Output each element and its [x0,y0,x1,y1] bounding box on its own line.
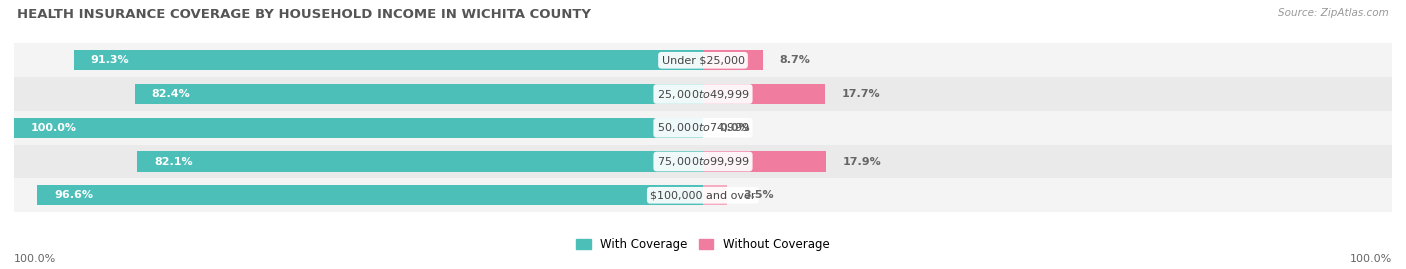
Bar [703,185,727,206]
Bar [14,111,1392,145]
Bar [703,151,827,172]
Bar [703,84,825,104]
Text: 82.1%: 82.1% [153,157,193,167]
Bar [14,118,703,138]
Text: 82.4%: 82.4% [152,89,191,99]
Bar [14,145,1392,178]
Text: Source: ZipAtlas.com: Source: ZipAtlas.com [1278,8,1389,18]
Bar [14,43,1392,77]
Text: 100.0%: 100.0% [1350,254,1392,264]
Text: HEALTH INSURANCE COVERAGE BY HOUSEHOLD INCOME IN WICHITA COUNTY: HEALTH INSURANCE COVERAGE BY HOUSEHOLD I… [17,8,591,21]
Text: 100.0%: 100.0% [31,123,76,133]
Text: 17.9%: 17.9% [842,157,882,167]
Text: 96.6%: 96.6% [53,190,93,200]
Bar [38,185,703,206]
Bar [703,50,763,70]
Text: $25,000 to $49,999: $25,000 to $49,999 [657,87,749,101]
Text: $100,000 and over: $100,000 and over [650,190,756,200]
Bar [138,151,703,172]
Text: Under $25,000: Under $25,000 [661,55,745,65]
Text: 0.0%: 0.0% [720,123,751,133]
Text: 3.5%: 3.5% [744,190,775,200]
Text: 100.0%: 100.0% [14,254,56,264]
Text: $75,000 to $99,999: $75,000 to $99,999 [657,155,749,168]
Bar [75,50,703,70]
Text: 8.7%: 8.7% [779,55,810,65]
Text: 17.7%: 17.7% [841,89,880,99]
Bar [14,178,1392,212]
Legend: With Coverage, Without Coverage: With Coverage, Without Coverage [572,233,834,256]
Bar [135,84,703,104]
Text: 91.3%: 91.3% [90,55,129,65]
Bar [14,77,1392,111]
Text: $50,000 to $74,999: $50,000 to $74,999 [657,121,749,134]
